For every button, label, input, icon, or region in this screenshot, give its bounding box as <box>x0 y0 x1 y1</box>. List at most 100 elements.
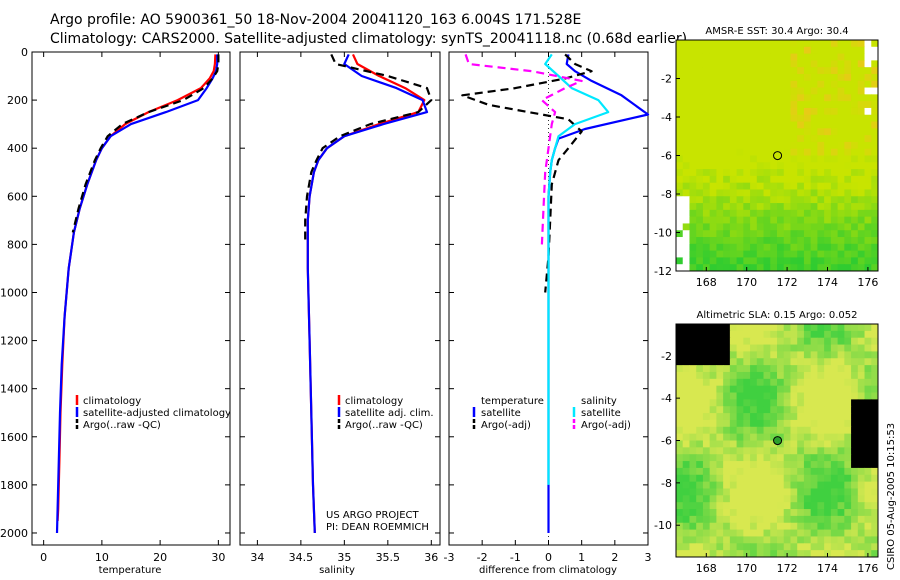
map-cell <box>723 330 731 339</box>
map-cell <box>696 216 704 224</box>
map-cell <box>810 243 818 252</box>
map-cell <box>729 135 738 143</box>
map-cell <box>756 257 765 265</box>
map-cell <box>709 344 717 352</box>
map-cell <box>810 40 818 48</box>
map-cell <box>810 114 818 123</box>
map-cell <box>824 216 832 224</box>
map-cell <box>851 141 859 150</box>
map-cell <box>830 223 839 231</box>
map-cell <box>716 230 724 238</box>
map-cell <box>736 114 744 123</box>
map-cell <box>824 426 832 435</box>
map-cell <box>817 189 825 197</box>
x-tick-label: -3 <box>444 551 455 564</box>
map-cell <box>676 324 684 332</box>
map-cell <box>857 522 866 531</box>
map-cell <box>837 385 845 394</box>
map-cell <box>844 495 852 503</box>
map-cell <box>777 101 785 109</box>
map-cell <box>756 101 765 109</box>
map-cell <box>810 135 818 143</box>
map-cell <box>824 378 832 387</box>
map-cell <box>803 337 812 346</box>
map-cell <box>756 440 765 448</box>
map-cell <box>803 223 812 231</box>
map-cell <box>763 413 771 421</box>
map-cell <box>810 433 818 441</box>
map-cell <box>750 344 758 352</box>
map-cell <box>777 488 785 496</box>
map-cell <box>702 169 711 177</box>
map-cell <box>810 107 818 116</box>
map-cell <box>716 257 724 265</box>
map-cell <box>676 121 684 129</box>
map-cell <box>803 426 812 435</box>
map-cell <box>743 536 751 544</box>
map-cell <box>824 461 832 469</box>
map-cell <box>763 80 771 89</box>
map-cell <box>803 543 812 551</box>
map-cell <box>783 461 791 469</box>
map-cell <box>750 406 758 414</box>
map-cell <box>803 467 812 476</box>
map-cell <box>803 114 812 123</box>
map-cell <box>676 330 684 339</box>
map-cell <box>817 495 825 503</box>
map-cell <box>810 209 818 218</box>
map-cell <box>830 121 839 129</box>
map-cell <box>817 223 825 231</box>
difference-legend-temperature: temperature satellite Argo(-adj) <box>472 396 544 431</box>
map-cell <box>837 230 845 238</box>
map-cell <box>709 162 717 170</box>
map-cell <box>696 182 704 190</box>
map-cell <box>702 182 711 190</box>
map-cell <box>830 365 839 373</box>
map-cell <box>871 209 879 218</box>
map-cell <box>851 392 859 400</box>
project-pi: PI: DEAN ROEMMICH <box>326 522 429 533</box>
map-cell <box>817 175 825 184</box>
map-cell <box>857 141 866 150</box>
map-cell <box>851 399 859 407</box>
map-cell <box>743 488 751 496</box>
map-cell <box>689 250 697 258</box>
map-cell <box>770 447 778 455</box>
map-cell <box>844 175 852 184</box>
map-cell <box>871 433 879 441</box>
map-cell <box>702 189 711 197</box>
map-cell <box>803 399 812 407</box>
map-cell <box>770 488 778 496</box>
map-cell <box>696 337 704 346</box>
map-cell <box>729 175 738 184</box>
map-cell <box>857 230 866 238</box>
map-cell <box>736 230 744 238</box>
map-cell <box>682 121 690 129</box>
map-cell <box>871 94 879 102</box>
map-cell <box>770 53 778 61</box>
map-cell <box>709 385 717 394</box>
map-cell <box>777 107 785 116</box>
y-tick-label: 1400 <box>0 383 28 396</box>
map-cell <box>689 46 697 55</box>
map-cell <box>743 87 751 95</box>
map-cell <box>709 53 717 61</box>
map-cell <box>803 365 812 373</box>
map-cell <box>783 365 791 373</box>
map-cell <box>743 406 751 414</box>
map-cell <box>676 371 684 380</box>
map-cell <box>817 216 825 224</box>
map-cell <box>783 114 791 123</box>
map-cell <box>851 216 859 224</box>
map-cell <box>689 216 697 224</box>
map-cell <box>797 162 805 170</box>
map-cell <box>790 203 798 211</box>
map-cell <box>803 169 812 177</box>
map-cell <box>803 440 812 448</box>
map-cell <box>871 264 879 272</box>
map-cell <box>851 40 859 48</box>
map-cell <box>723 461 731 469</box>
map-cell <box>736 155 744 163</box>
map-cell <box>682 324 690 332</box>
map-cell <box>709 264 717 272</box>
